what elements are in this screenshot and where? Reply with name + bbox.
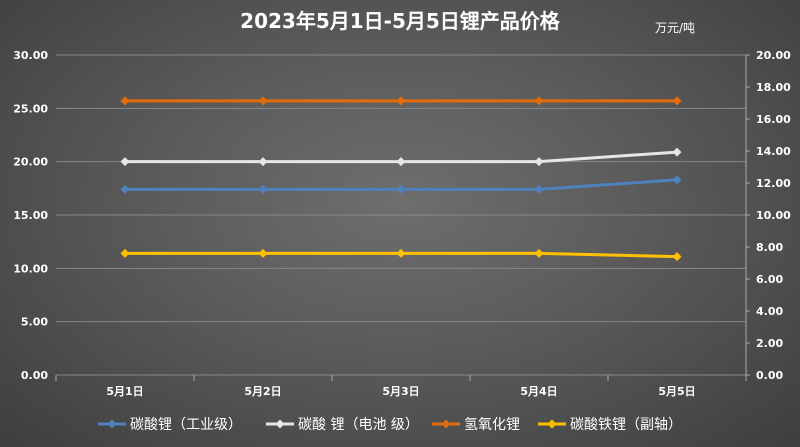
series-group — [120, 96, 682, 106]
data-point — [534, 184, 544, 194]
x-axis: 5月1日 5月2日 5月3日 5月4日 5月5日 — [55, 375, 747, 398]
series — [120, 96, 682, 262]
data-point — [672, 175, 682, 185]
data-point — [120, 184, 130, 194]
legend-label: 碳酸铁锂（副轴） — [570, 417, 682, 433]
x-tick-label: 5月2日 — [244, 385, 281, 398]
y-right-tick-label: 6.00 — [756, 273, 783, 286]
legend-item: 碳酸铁锂（副轴） — [538, 417, 682, 433]
legend-swatch-marker — [107, 419, 117, 429]
y-axis-right: 0.00 2.00 4.00 6.00 8.00 10.00 12.00 14.00 16.00… — [745, 49, 791, 382]
data-point — [396, 184, 406, 194]
legend-item: 氢氧化锂 — [432, 417, 520, 433]
series-group — [120, 248, 682, 262]
data-point — [396, 96, 406, 106]
unit-label: 万元/吨 — [655, 21, 695, 35]
x-tick-label: 5月1日 — [106, 385, 143, 398]
y-right-tick-label: 14.00 — [756, 145, 791, 158]
y-right-tick-label: 10.00 — [756, 209, 791, 222]
legend-swatch-marker — [441, 419, 451, 429]
data-point — [672, 252, 682, 262]
y-right-tick-label: 4.00 — [756, 305, 783, 318]
data-point — [396, 248, 406, 258]
y-left-tick-label: 5.00 — [21, 316, 48, 329]
legend-label: 碳酸 锂（电池 级） — [298, 417, 419, 433]
data-point — [258, 248, 268, 258]
y-right-tick-label: 0.00 — [756, 369, 783, 382]
y-right-tick-label: 2.00 — [756, 337, 783, 350]
y-right-tick-label: 20.00 — [756, 49, 791, 62]
data-point — [120, 96, 130, 106]
data-point — [534, 248, 544, 258]
data-point — [534, 157, 544, 167]
data-point — [396, 157, 406, 167]
data-point — [120, 248, 130, 258]
y-right-tick-label: 16.00 — [756, 113, 791, 126]
data-point — [258, 184, 268, 194]
data-point — [534, 96, 544, 106]
legend-item: 碳酸 锂（电池 级） — [266, 417, 419, 433]
y-left-tick-label: 10.00 — [13, 262, 48, 275]
series-group — [120, 175, 682, 194]
data-point — [258, 157, 268, 167]
legend: 碳酸锂（工业级） 碳酸 锂（电池 级） 氢氧化锂 碳酸铁锂（副轴） — [98, 417, 682, 433]
y-right-tick-label: 18.00 — [756, 81, 791, 94]
data-point — [672, 96, 682, 106]
y-left-tick-label: 0.00 — [21, 369, 48, 382]
data-point — [120, 157, 130, 167]
y-left-tick-label: 25.00 — [13, 102, 48, 115]
legend-label: 碳酸锂（工业级） — [130, 417, 242, 433]
legend-label: 氢氧化锂 — [464, 417, 520, 433]
data-point — [258, 96, 268, 106]
legend-item: 碳酸锂（工业级） — [98, 417, 242, 433]
data-point — [672, 147, 682, 157]
legend-swatch-marker — [275, 419, 285, 429]
x-tick-label: 5月3日 — [382, 385, 419, 398]
series-group — [120, 147, 682, 167]
y-left-tick-label: 30.00 — [13, 49, 48, 62]
chart-title: 2023年5月1日-5月5日锂产品价格 — [240, 9, 561, 33]
y-left-tick-label: 20.00 — [13, 156, 48, 169]
y-left-tick-label: 15.00 — [13, 209, 48, 222]
y-axis-left: 0.00 5.00 10.00 15.00 20.00 25.00 30.00 — [13, 49, 48, 382]
y-right-tick-label: 8.00 — [756, 241, 783, 254]
x-tick-label: 5月5日 — [658, 385, 695, 398]
y-right-tick-label: 12.00 — [756, 177, 791, 190]
x-tick-label: 5月4日 — [520, 385, 557, 398]
legend-swatch-marker — [547, 419, 557, 429]
